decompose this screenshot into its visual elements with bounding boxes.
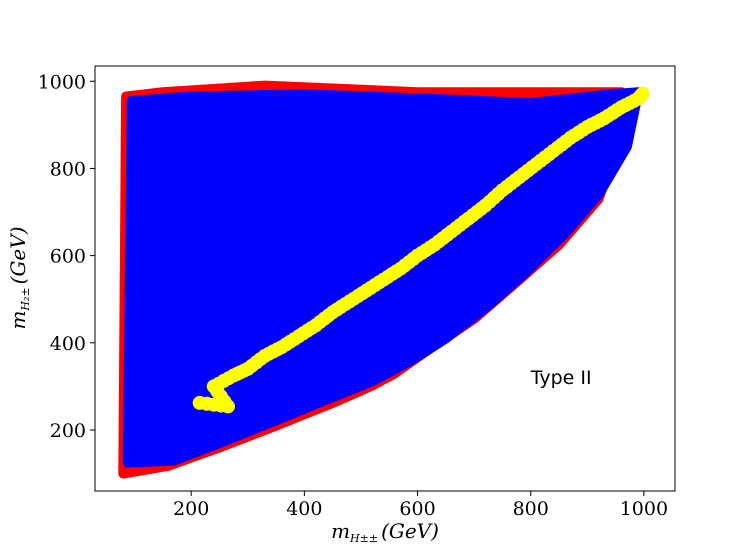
y-axis-label-sub: H₂± [19, 287, 32, 311]
y-axis-label: mH₂± (GeV) [6, 226, 32, 329]
y-tick-label: 800 [50, 158, 86, 180]
x-axis-ticks: 200 400 600 800 1000 [173, 491, 668, 520]
x-tick-label: 800 [513, 498, 549, 520]
plot-frame [94, 65, 676, 492]
y-axis-label-base: m [6, 311, 30, 330]
y-tick-label: 200 [50, 420, 86, 442]
x-tick-label: 200 [173, 498, 209, 520]
scatter-point [635, 86, 650, 101]
x-axis-label-unit: (GeV) [381, 519, 439, 543]
y-tick-label: 600 [50, 246, 86, 268]
x-axis-label-sub: H±± [349, 532, 378, 545]
annotation-type-ii: Type II [530, 367, 592, 389]
y-axis-ticks: 200 400 600 800 1000 [38, 71, 95, 442]
yellow-points-series [192, 86, 650, 414]
y-tick-label: 1000 [38, 71, 86, 93]
y-tick-label: 400 [50, 333, 86, 355]
y-axis-label-unit: (GeV) [6, 226, 30, 284]
x-tick-label: 600 [399, 498, 435, 520]
x-tick-label: 400 [286, 498, 322, 520]
x-axis-label: mH±± (GeV) [331, 519, 439, 545]
x-tick-label: 1000 [620, 498, 668, 520]
x-axis-label-base: m [331, 519, 350, 543]
